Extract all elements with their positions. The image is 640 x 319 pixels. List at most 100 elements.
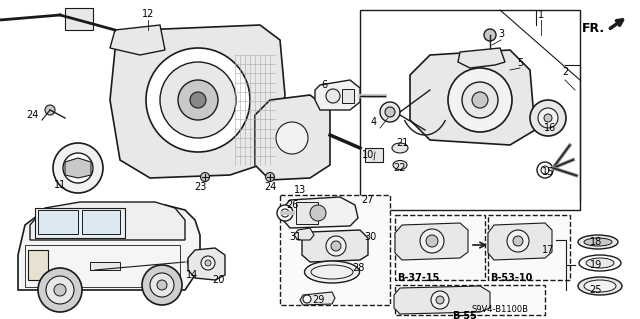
Bar — [65, 8, 93, 30]
Text: B-53-10: B-53-10 — [490, 273, 532, 283]
Ellipse shape — [393, 160, 407, 169]
Polygon shape — [30, 202, 185, 240]
Text: 22: 22 — [394, 163, 406, 173]
Circle shape — [200, 173, 209, 182]
Bar — [82, 210, 120, 234]
Circle shape — [54, 284, 66, 296]
Polygon shape — [18, 205, 200, 290]
Circle shape — [507, 230, 529, 252]
Bar — [395, 285, 545, 315]
Ellipse shape — [305, 261, 360, 283]
Circle shape — [431, 291, 449, 309]
Circle shape — [205, 260, 211, 266]
Circle shape — [45, 105, 55, 115]
Ellipse shape — [578, 277, 622, 295]
Text: 28: 28 — [352, 263, 364, 273]
Circle shape — [513, 236, 523, 246]
Polygon shape — [65, 158, 91, 178]
Polygon shape — [255, 95, 330, 180]
Circle shape — [303, 295, 311, 303]
Bar — [35, 208, 125, 238]
Text: 26: 26 — [286, 200, 298, 210]
Circle shape — [448, 68, 512, 132]
Polygon shape — [410, 50, 535, 145]
Circle shape — [530, 100, 566, 136]
Text: 15: 15 — [542, 167, 554, 177]
Circle shape — [146, 48, 250, 152]
Circle shape — [190, 92, 206, 108]
Circle shape — [201, 256, 215, 270]
Text: 1: 1 — [538, 10, 544, 20]
Circle shape — [420, 229, 444, 253]
Circle shape — [178, 80, 218, 120]
Circle shape — [538, 108, 558, 128]
Circle shape — [544, 114, 552, 122]
Circle shape — [426, 235, 438, 247]
Text: 19: 19 — [590, 260, 602, 270]
Polygon shape — [300, 292, 335, 305]
Text: 10: 10 — [362, 150, 374, 160]
Text: 21: 21 — [396, 138, 408, 148]
Polygon shape — [110, 25, 285, 178]
Ellipse shape — [586, 258, 614, 268]
Text: 16: 16 — [544, 123, 556, 133]
Text: 4: 4 — [371, 117, 377, 127]
Text: 25: 25 — [589, 285, 602, 295]
Polygon shape — [110, 25, 165, 55]
Text: 5: 5 — [517, 58, 523, 68]
Bar — [488, 215, 570, 280]
Text: S9V4-B1100B: S9V4-B1100B — [472, 306, 529, 315]
Polygon shape — [395, 223, 468, 260]
Circle shape — [53, 143, 103, 193]
Text: 12: 12 — [142, 9, 154, 19]
Text: 18: 18 — [590, 237, 602, 247]
Ellipse shape — [392, 143, 408, 153]
Text: 24: 24 — [26, 110, 38, 120]
Circle shape — [326, 89, 340, 103]
Polygon shape — [315, 80, 360, 110]
Text: 20: 20 — [212, 275, 224, 285]
Text: 29: 29 — [312, 295, 324, 305]
Circle shape — [281, 209, 289, 217]
Text: 6: 6 — [321, 80, 327, 90]
Bar — [280, 195, 390, 305]
Circle shape — [160, 62, 236, 138]
Bar — [38, 210, 78, 234]
Circle shape — [436, 296, 444, 304]
Circle shape — [310, 205, 326, 221]
Circle shape — [380, 102, 400, 122]
Polygon shape — [394, 286, 490, 314]
Circle shape — [266, 173, 275, 182]
Text: 31: 31 — [289, 232, 301, 242]
Circle shape — [142, 265, 182, 305]
Polygon shape — [283, 197, 358, 228]
Circle shape — [276, 122, 308, 154]
Text: 13: 13 — [294, 185, 306, 195]
Text: FR.: FR. — [582, 21, 605, 34]
Bar — [28, 250, 48, 280]
Ellipse shape — [584, 238, 612, 246]
Circle shape — [277, 205, 293, 221]
Circle shape — [462, 82, 498, 118]
Polygon shape — [294, 228, 314, 240]
Text: 24: 24 — [264, 182, 276, 192]
Circle shape — [472, 92, 488, 108]
Text: 3: 3 — [498, 29, 504, 39]
Ellipse shape — [578, 235, 618, 249]
Bar — [25, 245, 180, 287]
Bar — [342, 89, 354, 103]
Polygon shape — [188, 248, 225, 280]
Text: 30: 30 — [364, 232, 376, 242]
Ellipse shape — [584, 280, 616, 292]
Circle shape — [150, 273, 174, 297]
Bar — [365, 148, 383, 162]
Circle shape — [385, 107, 395, 117]
Circle shape — [331, 241, 341, 251]
Text: 11: 11 — [54, 180, 66, 190]
Bar — [296, 202, 318, 224]
Bar — [360, 10, 580, 210]
Text: 14: 14 — [186, 270, 198, 280]
Circle shape — [326, 236, 346, 256]
Circle shape — [537, 162, 553, 178]
Circle shape — [46, 276, 74, 304]
